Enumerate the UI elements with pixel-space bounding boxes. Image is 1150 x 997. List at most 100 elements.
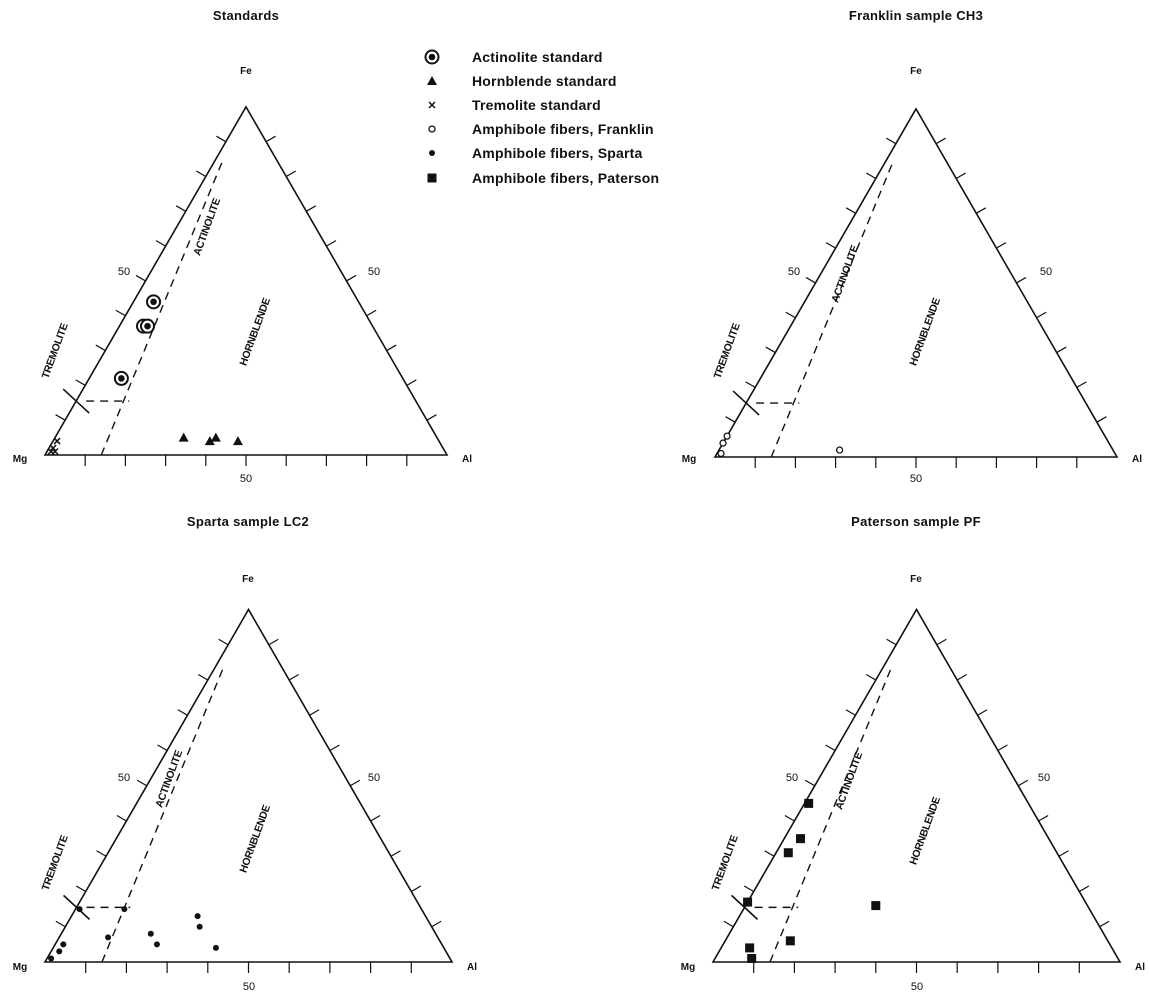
tick-right: [326, 240, 337, 247]
tick-left: [218, 638, 229, 646]
marker-dot: [212, 944, 219, 951]
vertex-label-top: Fe: [242, 574, 254, 585]
tick-label-bottom: 50: [243, 981, 255, 993]
paterson-point: [745, 943, 755, 953]
tick-right: [268, 638, 279, 646]
boundary-actinolite-hornblende: [100, 162, 223, 456]
field-label-hornblende: HORNBLENDE: [237, 803, 273, 874]
marker-triangle: [427, 76, 437, 85]
tick-left: [865, 674, 877, 681]
legend-marker: [428, 101, 436, 109]
tremolite-divider: [732, 390, 760, 416]
triangle-frame: [713, 107, 1119, 458]
marker-open-circle: [723, 432, 731, 440]
paterson-point: [804, 798, 814, 808]
marker-dot: [105, 934, 112, 941]
franklin-point: [723, 432, 731, 440]
legend-label: Hornblende standard: [472, 73, 617, 89]
marker-cross: [428, 101, 436, 109]
vertex-label-left: Mg: [13, 454, 27, 465]
tick-right: [1017, 779, 1029, 787]
legend-item-tremolite: Tremolite standard: [428, 97, 601, 113]
tick-right: [1096, 416, 1107, 423]
tremolite-std-point: [428, 101, 436, 109]
panel-title: Franklin sample CH3: [849, 8, 983, 23]
tremolite-divider: [62, 894, 91, 920]
franklin-point: [717, 449, 725, 458]
marker-dot: [56, 948, 63, 955]
hornblende-std-point: [427, 76, 437, 85]
sparta-point: [153, 941, 160, 948]
panel-standards: Standards Fe Mg Al 50 50 50 TREMOLITE AC…: [13, 8, 472, 485]
tick-left: [723, 920, 734, 928]
legend-item-franklin: Amphibole fibers, Franklin: [428, 121, 654, 137]
tick-right: [1099, 920, 1110, 928]
marker-dot: [196, 923, 203, 930]
tick-label-right: 50: [368, 772, 380, 784]
vertex-label-top: Fe: [910, 66, 922, 77]
legend-label: Tremolite standard: [472, 97, 601, 113]
tick-left: [75, 379, 86, 386]
legend-label: Actinolite standard: [472, 49, 603, 65]
paterson-point: [871, 901, 881, 911]
field-label-tremolite: TREMOLITE: [40, 833, 71, 892]
tick-right: [1056, 346, 1067, 354]
tick-right: [1079, 885, 1090, 893]
legend-item-paterson: Amphibole fibers, Paterson: [427, 170, 659, 186]
tick-left: [804, 779, 816, 787]
tick-right: [406, 379, 417, 386]
tick-left: [785, 311, 796, 319]
sparta-point: [147, 930, 154, 937]
paterson-point: [785, 936, 795, 946]
legend-marker: [424, 49, 440, 65]
tick-right: [956, 674, 968, 681]
tick-right: [1076, 381, 1087, 388]
tick-label-left: 50: [786, 772, 798, 784]
marker-square: [743, 897, 753, 907]
actinolite-std-point: [140, 318, 156, 334]
tick-right: [1016, 276, 1027, 284]
tick-left: [805, 276, 816, 284]
tick-left: [135, 274, 146, 282]
legend: Actinolite standard Hornblende standard …: [424, 49, 659, 186]
sparta-point: [194, 913, 201, 920]
sparta-point: [60, 941, 67, 948]
tick-right: [935, 137, 946, 145]
marker-core: [118, 375, 125, 382]
legend-marker: [429, 150, 435, 156]
tick-right: [366, 309, 377, 317]
marker-triangle: [232, 436, 243, 446]
marker-dot: [194, 913, 201, 920]
marker-core: [428, 53, 436, 61]
vertex-label-right: Al: [1132, 454, 1142, 465]
marker-cross: [49, 444, 57, 452]
vertex-label-top: Fe: [910, 574, 922, 585]
tick-left: [886, 638, 897, 646]
sparta-point: [121, 906, 128, 913]
tick-left: [136, 779, 148, 787]
tick-label-right: 50: [1038, 772, 1050, 784]
tick-right: [1036, 311, 1047, 319]
tick-right: [329, 744, 340, 752]
tick-right: [426, 414, 437, 421]
tick-label-left: 50: [788, 266, 800, 278]
field-label-actinolite: ACTINOLITE: [833, 750, 865, 811]
tick-left: [825, 242, 836, 249]
tick-right: [288, 674, 300, 681]
tick-right: [265, 135, 276, 143]
marker-dot: [121, 906, 128, 913]
sparta-point: [212, 944, 219, 951]
marker-open-circle: [835, 446, 844, 454]
field-label-hornblende: HORNBLENDE: [907, 795, 943, 866]
panel-title: Paterson sample PF: [851, 514, 981, 529]
field-label-tremolite: TREMOLITE: [40, 321, 71, 380]
legend-marker: [427, 76, 437, 85]
marker-open-circle: [428, 125, 436, 133]
franklin-point: [428, 125, 436, 133]
marker-square: [783, 848, 793, 858]
tick-left: [845, 207, 857, 214]
tick-left: [175, 205, 186, 212]
marker-core: [150, 298, 157, 306]
tick-label-bottom: 50: [240, 473, 252, 485]
legend-label: Amphibole fibers, Franklin: [472, 121, 654, 137]
